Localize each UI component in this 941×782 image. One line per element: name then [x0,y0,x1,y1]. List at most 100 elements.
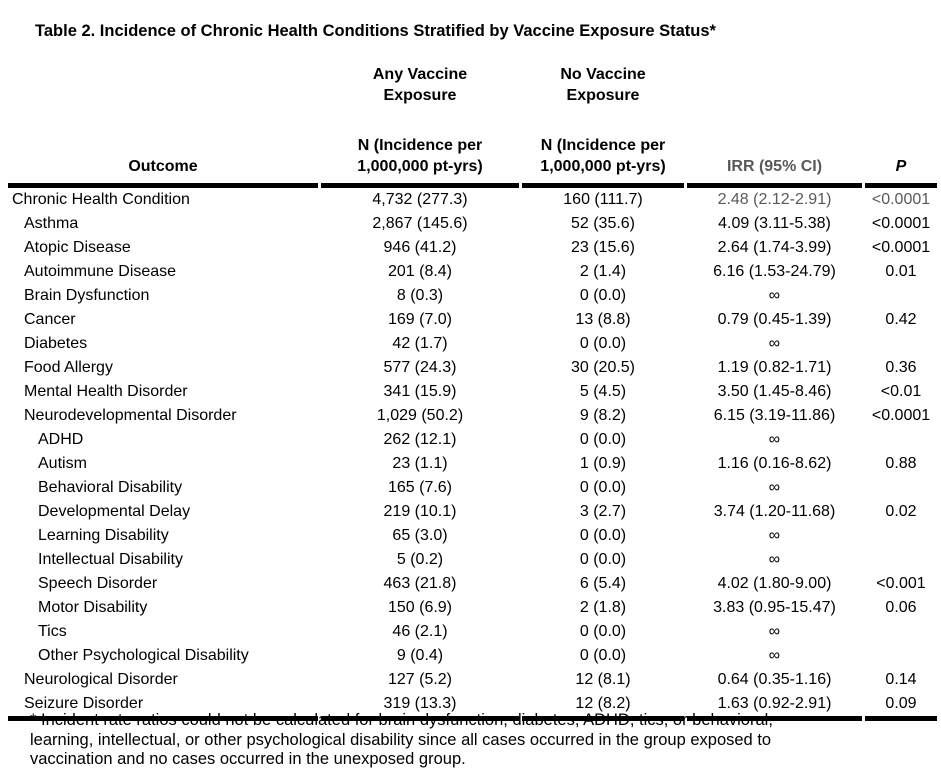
group-header-spacer [687,58,862,120]
outcome-cell: Seizure Disorder [8,692,318,721]
table-row: Seizure Disorder 319 (13.3) 12 (8.2) 1.6… [8,692,937,721]
column-header-no-n: N (Incidence per 1,000,000 pt-yrs) [522,120,684,188]
outcome-cell: Chronic Health Condition [12,191,190,208]
p-cell: 0.42 [885,311,917,328]
outcome-cell: Developmental Delay [38,503,191,520]
group-header-spacer [8,58,318,120]
group-header-row: Any Vaccine Exposure No Vaccine Exposure [8,58,937,120]
p-cell [865,548,937,572]
irr-cell: 6.16 (1.53-24.79) [713,263,836,280]
p-cell: 0.06 [885,599,917,616]
outcome-cell: Diabetes [24,335,88,352]
any-exposure-cell: 1,029 (50.2) [376,407,464,424]
p-cell: 0.02 [885,503,917,520]
irr-cell: 2.48 (2.12-2.91) [717,191,832,208]
no-exposure-cell: 12 (8.2) [522,692,684,721]
outcome-cell: Tics [38,623,67,640]
any-exposure-cell: 2,867 (145.6) [372,215,468,232]
outcome-cell: Learning Disability [38,527,169,544]
irr-cell: 0.64 (0.35-1.16) [717,671,832,688]
outcome-cell: Other Psychological Disability [38,647,249,664]
outcome-cell: Autism [38,455,87,472]
table-row: ADHD 262 (12.1) 0 (0.0) ∞ [8,428,937,452]
p-cell: <0.01 [880,383,922,400]
irr-cell: 1.16 (0.16-8.62) [717,455,832,472]
p-cell: <0.0001 [871,191,931,208]
no-exposure-cell: 30 (20.5) [570,359,636,376]
no-exposure-cell: 0 (0.0) [579,335,627,352]
outcome-cell: Neurodevelopmental Disorder [24,407,237,424]
no-exposure-cell: 3 (2.7) [579,503,627,520]
no-exposure-cell: 0 (0.0) [579,431,627,448]
any-exposure-cell: 262 (12.1) [383,431,457,448]
irr-cell: 3.83 (0.95-15.47) [713,599,836,616]
group-header-any-vaccine: Any Vaccine Exposure [372,66,468,104]
p-cell: <0.0001 [871,239,931,256]
any-exposure-cell: 4,732 (277.3) [372,191,468,208]
outcome-cell: Motor Disability [38,599,148,616]
table-row: Intellectual Disability 5 (0.2) 0 (0.0) … [8,548,937,572]
outcome-cell: Autoimmune Disease [24,263,177,280]
irr-cell: 4.09 (3.11-5.38) [718,215,831,232]
p-cell [865,284,937,308]
no-exposure-cell: 1 (0.9) [579,455,627,472]
irr-cell: 3.50 (1.45-8.46) [717,383,832,400]
table-row: Autoimmune Disease 201 (8.4) 2 (1.4) 6.1… [8,260,937,284]
table-body: Chronic Health Condition 4,732 (277.3) 1… [8,188,937,721]
incidence-table: Any Vaccine Exposure No Vaccine Exposure… [5,58,940,721]
group-header-no-vaccine: No Vaccine Exposure [560,66,646,104]
p-cell: 0.14 [885,671,917,688]
no-exposure-cell: 0 (0.0) [579,647,627,664]
no-exposure-cell: 6 (5.4) [579,575,627,592]
irr-cell: ∞ [768,431,781,448]
p-cell: 0.09 [865,692,937,721]
table-title: Table 2. Incidence of Chronic Health Con… [35,22,716,40]
no-exposure-cell: 0 (0.0) [579,623,627,640]
p-cell: <0.001 [876,575,926,592]
table-row: Motor Disability 150 (6.9) 2 (1.8) 3.83 … [8,596,937,620]
outcome-cell: Food Allergy [24,359,113,376]
irr-cell: 1.63 (0.92-2.91) [687,692,862,721]
outcome-cell: ADHD [38,431,84,448]
outcome-cell: Behavioral Disability [38,479,183,496]
outcome-cell: Speech Disorder [38,575,158,592]
table-row: Learning Disability 65 (3.0) 0 (0.0) ∞ [8,524,937,548]
column-header-outcome: Outcome [8,120,318,188]
p-cell: 0.01 [885,263,917,280]
table-row: Other Psychological Disability 9 (0.4) 0… [8,644,937,668]
p-cell [865,332,937,356]
p-cell: 0.88 [885,455,917,472]
any-exposure-cell: 9 (0.4) [396,647,444,664]
column-header-irr: IRR (95% CI) [687,120,862,188]
column-header-any-n: N (Incidence per 1,000,000 pt-yrs) [321,120,519,188]
footnote: * Incident rate ratios could not be calc… [30,711,773,768]
any-exposure-cell: 65 (3.0) [392,527,448,544]
table-row: Atopic Disease 946 (41.2) 23 (15.6) 2.64… [8,236,937,260]
irr-cell: ∞ [768,287,781,304]
column-header-row: Outcome N (Incidence per 1,000,000 pt-yr… [8,120,937,188]
irr-cell: ∞ [768,479,781,496]
p-cell [865,428,937,452]
table-row: Developmental Delay 219 (10.1) 3 (2.7) 3… [8,500,937,524]
outcome-cell: Atopic Disease [24,239,131,256]
any-exposure-cell: 8 (0.3) [396,287,444,304]
irr-cell: 2.64 (1.74-3.99) [717,239,832,256]
any-exposure-cell: 46 (2.1) [392,623,448,640]
table-row: Cancer 169 (7.0) 13 (8.8) 0.79 (0.45-1.3… [8,308,937,332]
table-row: Mental Health Disorder 341 (15.9) 5 (4.5… [8,380,937,404]
no-exposure-cell: 5 (4.5) [579,383,627,400]
irr-cell: ∞ [768,335,781,352]
p-cell [865,476,937,500]
any-exposure-cell: 42 (1.7) [392,335,448,352]
no-exposure-cell: 160 (111.7) [563,191,643,208]
outcome-cell: Mental Health Disorder [24,383,188,400]
table-row: Asthma 2,867 (145.6) 52 (35.6) 4.09 (3.1… [8,212,937,236]
table-row: Autism 23 (1.1) 1 (0.9) 1.16 (0.16-8.62)… [8,452,937,476]
outcome-cell: Cancer [24,311,76,328]
any-exposure-cell: 219 (10.1) [383,503,457,520]
table-row: Neurological Disorder 127 (5.2) 12 (8.1)… [8,668,937,692]
irr-cell: 3.74 (1.20-11.68) [713,503,836,520]
outcome-cell: Neurological Disorder [24,671,178,688]
table-row: Diabetes 42 (1.7) 0 (0.0) ∞ [8,332,937,356]
irr-cell: 4.02 (1.80-9.00) [717,575,832,592]
